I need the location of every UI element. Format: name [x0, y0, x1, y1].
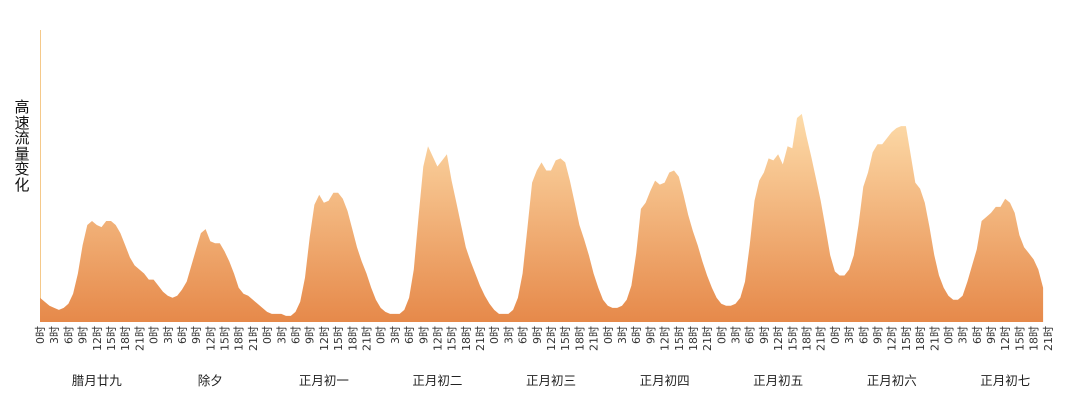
hour-tick-label: 6时 [290, 326, 303, 344]
hour-tick-label: 0时 [942, 326, 955, 344]
hour-tick-label: 3时 [957, 326, 970, 344]
hour-tick-label: 3时 [502, 326, 515, 344]
hour-tick-label: 12时 [431, 326, 444, 351]
hour-tick-label: 6时 [517, 326, 530, 344]
area-series [40, 113, 1044, 323]
hour-tick-label: 18时 [346, 326, 359, 351]
hour-tick-label: 9时 [77, 326, 90, 344]
hour-tick-label: 21时 [1042, 326, 1055, 351]
hour-tick-label: 15时 [219, 326, 232, 351]
hour-tick-label: 12时 [318, 326, 331, 351]
hour-tick-label: 15时 [332, 326, 345, 351]
hour-tick-label: 18时 [233, 326, 246, 351]
day-label: 除夕 [198, 373, 223, 388]
hour-tick-label: 18时 [119, 326, 132, 351]
hour-tick-label: 3时 [389, 326, 402, 344]
hour-tick-label: 15时 [559, 326, 572, 351]
hour-tick-label: 15时 [786, 326, 799, 351]
hour-tick-label: 0时 [148, 326, 161, 344]
hour-tick-label: 12时 [999, 326, 1012, 351]
hour-tick-label: 6时 [857, 326, 870, 344]
day-label: 正月初三 [526, 373, 576, 388]
hour-tick-label: 0时 [375, 326, 388, 344]
day-label: 正月初四 [640, 373, 690, 388]
hour-tick-label: 3时 [730, 326, 743, 344]
hour-tick-label: 6时 [971, 326, 984, 344]
hour-tick-label: 21时 [474, 326, 487, 351]
hour-tick-label: 6时 [176, 326, 189, 344]
hour-tick-label: 18时 [460, 326, 473, 351]
day-label: 正月初五 [753, 373, 803, 388]
hour-tick-label: 12时 [91, 326, 104, 351]
hour-tick-label: 9时 [644, 326, 657, 344]
hour-tick-label: 9时 [304, 326, 317, 344]
hour-tick-label: 3时 [162, 326, 175, 344]
hour-tick-label: 9时 [758, 326, 771, 344]
hour-tick-label: 0时 [488, 326, 501, 344]
hour-tick-label: 15时 [446, 326, 459, 351]
hour-tick-label: 0时 [829, 326, 842, 344]
hour-tick-label: 12时 [545, 326, 558, 351]
hour-tick-label: 3时 [843, 326, 856, 344]
hour-tick-label: 12时 [886, 326, 899, 351]
hour-tick-label: 21时 [361, 326, 374, 351]
hour-tick-label: 21时 [133, 326, 146, 351]
day-label: 腊月廿九 [72, 373, 123, 388]
hour-tick-label: 6时 [62, 326, 75, 344]
hour-tick-label: 18时 [573, 326, 586, 351]
hour-tick-label: 18时 [801, 326, 814, 351]
hour-tick-label: 3时 [48, 326, 61, 344]
hour-tick-label: 0时 [34, 326, 47, 344]
hour-tick-label: 9时 [531, 326, 544, 344]
hour-tick-label: 0时 [602, 326, 615, 344]
hour-tick-label: 9时 [417, 326, 430, 344]
hour-tick-label: 12时 [659, 326, 672, 351]
hour-tick-label: 3时 [275, 326, 288, 344]
day-labels: 腊月廿九 除夕 正月初一 正月初二 正月初三 正月初四 正月初五 正月初六 正月初七 [72, 373, 1030, 388]
hour-tick-label: 9时 [872, 326, 885, 344]
hour-tick-label: 15时 [1013, 326, 1026, 351]
hour-tick-label: 9时 [985, 326, 998, 344]
hour-tick-label: 18时 [687, 326, 700, 351]
hour-tick-label: 21时 [815, 326, 828, 351]
hour-tick-label: 21时 [701, 326, 714, 351]
hour-tick-label: 21时 [247, 326, 260, 351]
hour-tick-label: 15时 [900, 326, 913, 351]
hour-tick-label: 21时 [928, 326, 941, 351]
day-label: 正月初七 [980, 373, 1030, 388]
hour-tick-label: 21时 [588, 326, 601, 351]
day-label: 正月初一 [299, 373, 349, 388]
hour-tick-label: 6时 [630, 326, 643, 344]
hour-tick-label: 15时 [673, 326, 686, 351]
hour-tick-label: 9时 [190, 326, 203, 344]
hour-tick-label: 15时 [105, 326, 118, 351]
hour-tick-labels: 0时 3时 6时 9时 12时 15时 18时 21时 0时 3时 6时 9时 12时 15时 18时 21时… [34, 326, 1055, 351]
day-label: 正月初六 [867, 373, 917, 388]
hour-tick-label: 6时 [744, 326, 757, 344]
hour-tick-label: 0时 [261, 326, 274, 344]
hour-tick-label: 0时 [715, 326, 728, 344]
hour-tick-label: 18时 [914, 326, 927, 351]
y-axis-label: 高速流量变化 [14, 98, 30, 194]
hour-tick-label: 12时 [772, 326, 785, 351]
day-label: 正月初二 [412, 373, 462, 388]
hour-tick-label: 3时 [616, 326, 629, 344]
hour-tick-label: 12时 [204, 326, 217, 351]
hour-tick-label: 6时 [403, 326, 416, 344]
hour-tick-label: 18时 [1028, 326, 1041, 351]
